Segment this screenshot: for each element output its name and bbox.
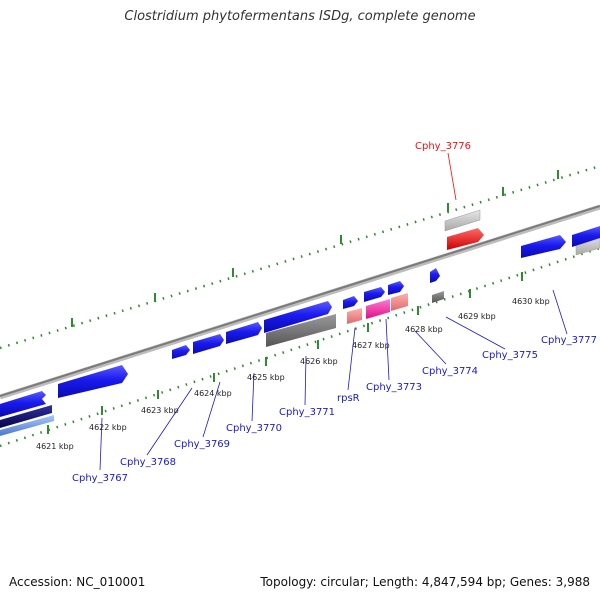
gene-rpsr[interactable] xyxy=(347,308,362,324)
genome-backbone xyxy=(0,204,600,400)
genome-summary-text: Topology: circular; Length: 4,847,594 bp… xyxy=(260,575,590,589)
gene-cphy-3776[interactable] xyxy=(444,209,481,232)
gene-cphy-3767-c[interactable] xyxy=(0,391,46,417)
gene-cphy-3775[interactable] xyxy=(521,235,566,258)
gene-cphy-3767-b[interactable] xyxy=(0,415,54,436)
accession-text: Accession: NC_010001 xyxy=(9,575,146,589)
genome-title: Clostridium phytofermentans ISDg, comple… xyxy=(124,9,476,24)
major-ticks-inner xyxy=(47,272,523,434)
gene-label-cphy-3767[interactable]: Cphy_3767 xyxy=(72,473,128,484)
callout-line xyxy=(251,372,255,422)
blue-genes xyxy=(0,228,566,417)
forward-strand-genes xyxy=(0,209,600,436)
tick-label: 4624 kbp xyxy=(194,389,232,398)
callout-line-highlight xyxy=(447,152,457,201)
tick-label: 4623 kbp xyxy=(141,406,179,415)
callout-line xyxy=(414,330,447,365)
gene-cphy-3770[interactable] xyxy=(226,322,262,344)
tick-label: 4625 kbp xyxy=(247,373,285,382)
callout-line xyxy=(347,327,356,391)
gene-labels: Cphy_3767 Cphy_3768 Cphy_3769 Cphy_3770 … xyxy=(72,141,597,484)
gene-cphy-3767[interactable] xyxy=(0,405,52,428)
gene-rpsr-b[interactable] xyxy=(343,296,358,309)
tick-label: 4629 kbp xyxy=(458,312,496,321)
gene-label-cphy-3771[interactable]: Cphy_3771 xyxy=(279,407,335,418)
gene-cphy-3769[interactable] xyxy=(172,345,190,359)
major-ticks-outer xyxy=(71,170,559,327)
gene-cphy-3773-c[interactable] xyxy=(364,287,385,302)
tick-label: 4628 kbp xyxy=(405,325,443,334)
gene-cphy-3771-b[interactable] xyxy=(266,314,336,347)
tick-label: 4621 kbp xyxy=(36,442,74,451)
gene-cphy-3773[interactable] xyxy=(366,299,390,319)
gene-cphy-3777-b[interactable] xyxy=(572,226,600,247)
gene-cphy-3774[interactable] xyxy=(432,291,444,303)
callout-line xyxy=(552,289,568,335)
callout-line xyxy=(202,381,221,438)
gene-cphy-3773-d[interactable] xyxy=(388,281,404,295)
callout-line xyxy=(445,316,506,350)
gene-label-cphy-3775[interactable]: Cphy_3775 xyxy=(482,350,538,361)
gene-label-cphy-3769[interactable]: Cphy_3769 xyxy=(174,439,230,450)
tick-label: 4622 kbp xyxy=(89,423,127,432)
gene-cphy-3771[interactable] xyxy=(264,301,332,333)
gene-cphy-3774-b[interactable] xyxy=(430,268,440,283)
gene-label-cphy-3768[interactable]: Cphy_3768 xyxy=(120,457,176,468)
gene-cphy-3776-b[interactable] xyxy=(447,228,484,250)
callout-lines xyxy=(99,152,568,471)
callout-line xyxy=(146,387,193,456)
callout-line xyxy=(385,318,390,381)
callout-line xyxy=(304,355,307,406)
gene-label-cphy-3777[interactable]: Cphy_3777 xyxy=(541,335,597,346)
gene-label-rpsr[interactable]: rpsR xyxy=(337,393,360,404)
gene-label-cphy-3770[interactable]: Cphy_3770 xyxy=(226,423,282,434)
tick-label: 4627 kbp xyxy=(352,341,390,350)
gene-label-cphy-3776[interactable]: Cphy_3776 xyxy=(415,141,471,152)
gene-cphy-3769-b[interactable] xyxy=(193,334,224,354)
gene-label-cphy-3774[interactable]: Cphy_3774 xyxy=(422,366,478,377)
tick-label: 4626 kbp xyxy=(300,357,338,366)
tick-labels: 4621 kbp 4622 kbp 4623 kbp 4624 kbp 4625… xyxy=(36,297,550,451)
tick-track-inner xyxy=(0,246,600,448)
tick-label: 4630 kbp xyxy=(512,297,550,306)
gene-cphy-3768[interactable] xyxy=(58,365,128,398)
gene-label-cphy-3773[interactable]: Cphy_3773 xyxy=(366,382,422,393)
gene-cphy-3773-b[interactable] xyxy=(391,293,408,311)
callout-line xyxy=(99,417,103,471)
